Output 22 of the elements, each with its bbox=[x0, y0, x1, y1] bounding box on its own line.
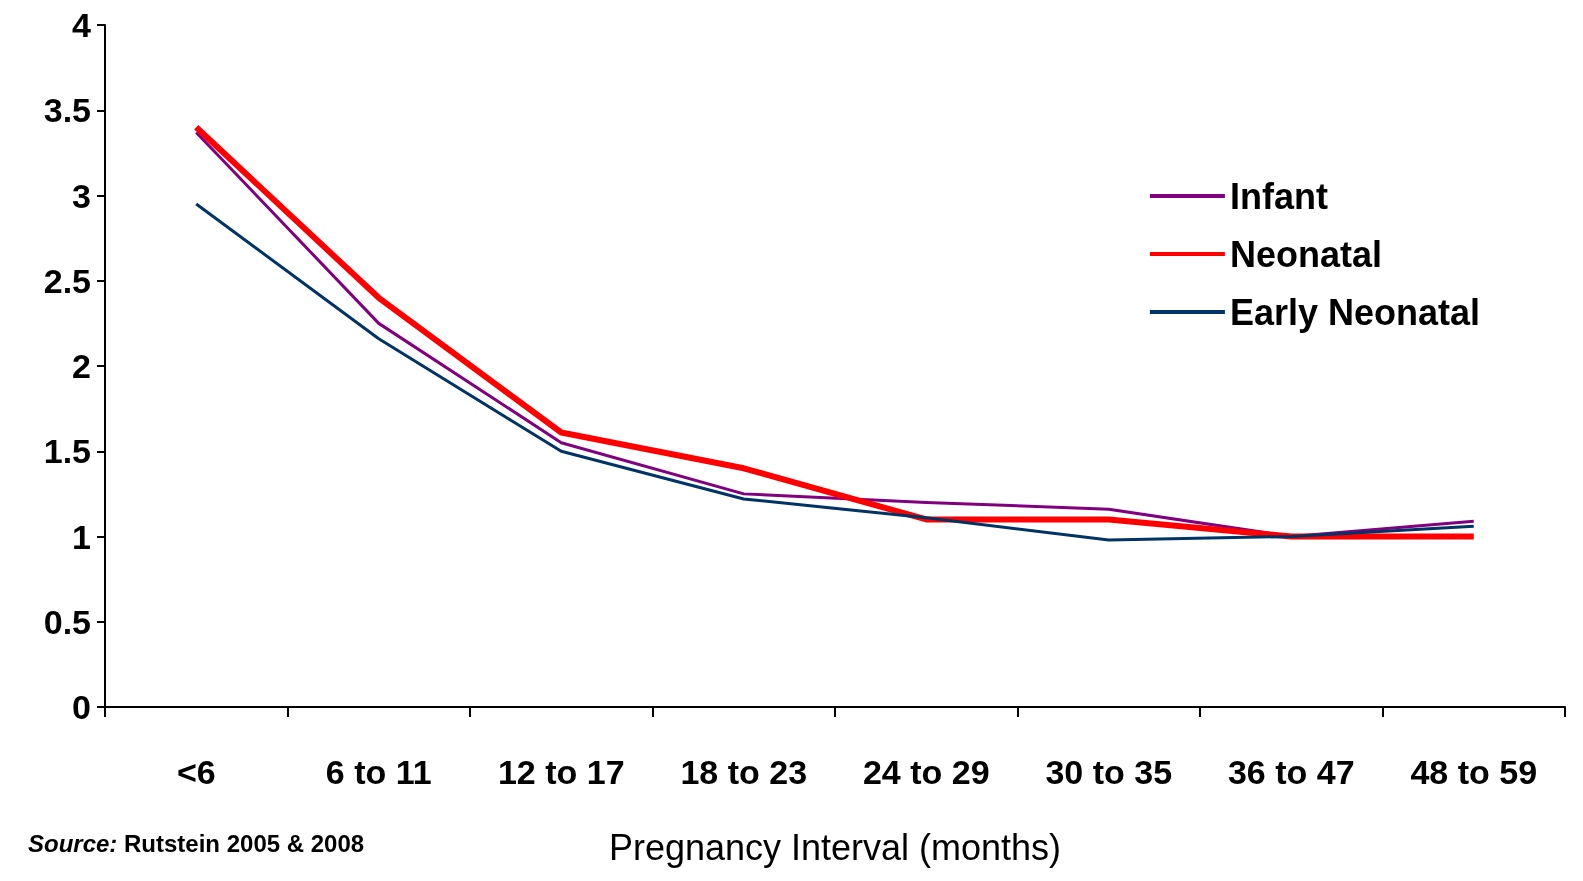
x-tick-label: 36 to 47 bbox=[1227, 753, 1355, 791]
x-tick-label: 12 to 17 bbox=[497, 753, 625, 791]
y-tick-label: 0.5 bbox=[43, 602, 91, 641]
y-tick-label: 3 bbox=[72, 176, 91, 215]
legend-label: Neonatal bbox=[1229, 233, 1382, 275]
x-tick-label: 24 to 29 bbox=[862, 753, 990, 791]
y-tick-label: 2.5 bbox=[43, 261, 91, 300]
legend-label: Infant bbox=[1229, 175, 1328, 217]
y-tick-label: 1 bbox=[72, 517, 91, 556]
y-tick-label: 3.5 bbox=[43, 91, 91, 130]
source-note: Source: Rutstein 2005 & 2008 bbox=[28, 829, 365, 857]
x-tick-label: 48 to 59 bbox=[1410, 753, 1538, 791]
x-tick-label: 30 to 35 bbox=[1045, 753, 1173, 791]
x-tick-label: <6 bbox=[176, 753, 216, 791]
y-tick-label: 2 bbox=[72, 347, 91, 385]
x-tick-label: 6 to 11 bbox=[325, 753, 432, 791]
legend-label: Early Neonatal bbox=[1229, 291, 1481, 333]
x-tick-label: 18 to 23 bbox=[680, 753, 808, 791]
y-tick-label: 0 bbox=[72, 688, 91, 726]
y-tick-label: 1.5 bbox=[43, 432, 91, 471]
x-axis-title: Pregnancy Interval (months) bbox=[608, 826, 1062, 868]
y-tick-label: 4 bbox=[72, 6, 92, 44]
